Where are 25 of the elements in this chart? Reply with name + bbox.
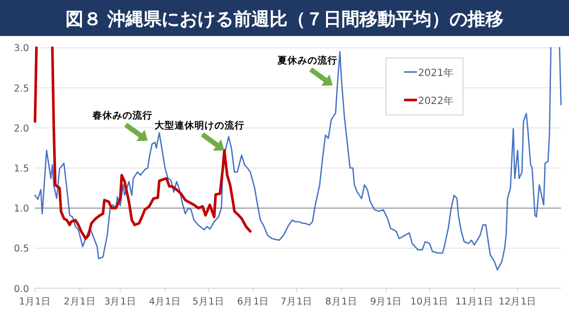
y-tick-label: 2.0: [14, 123, 29, 134]
x-tick-label: 10月1日: [410, 296, 449, 308]
y-tick-label: 3.0: [14, 43, 29, 54]
x-tick-label: 1月1日: [18, 296, 52, 308]
y-tick-label: 1.5: [14, 164, 29, 174]
y-tick-label: 0.0: [14, 284, 29, 295]
x-tick-label: 12月1日: [498, 296, 537, 308]
legend-label: 2022年: [418, 95, 454, 107]
y-tick-label: 0.5: [14, 244, 29, 255]
x-tick-label: 8月1日: [325, 296, 358, 308]
x-tick-label: 5月1日: [192, 296, 224, 308]
x-tick-label: 3月1日: [104, 296, 136, 308]
chart-title: 図８ 沖縄県における前週比（７日間移動平均）の推移: [65, 9, 504, 30]
y-tick-label: 1.0: [14, 204, 29, 215]
x-tick-label: 9月1日: [370, 296, 402, 308]
annotation: 大型連休明けの流行: [153, 119, 244, 132]
x-tick-label: 2月1日: [64, 296, 96, 308]
y-tick-label: 2.5: [14, 83, 29, 94]
annotation: 夏休みの流行: [276, 54, 338, 66]
legend-label: 2021年: [418, 67, 454, 79]
x-tick-label: 11月1日: [455, 296, 494, 308]
x-tick-label: 7月1日: [280, 296, 313, 308]
annotation: 春休みの流行: [92, 110, 153, 122]
x-tick-label: 6月1日: [237, 296, 270, 308]
x-tick-label: 4月1日: [149, 296, 182, 308]
